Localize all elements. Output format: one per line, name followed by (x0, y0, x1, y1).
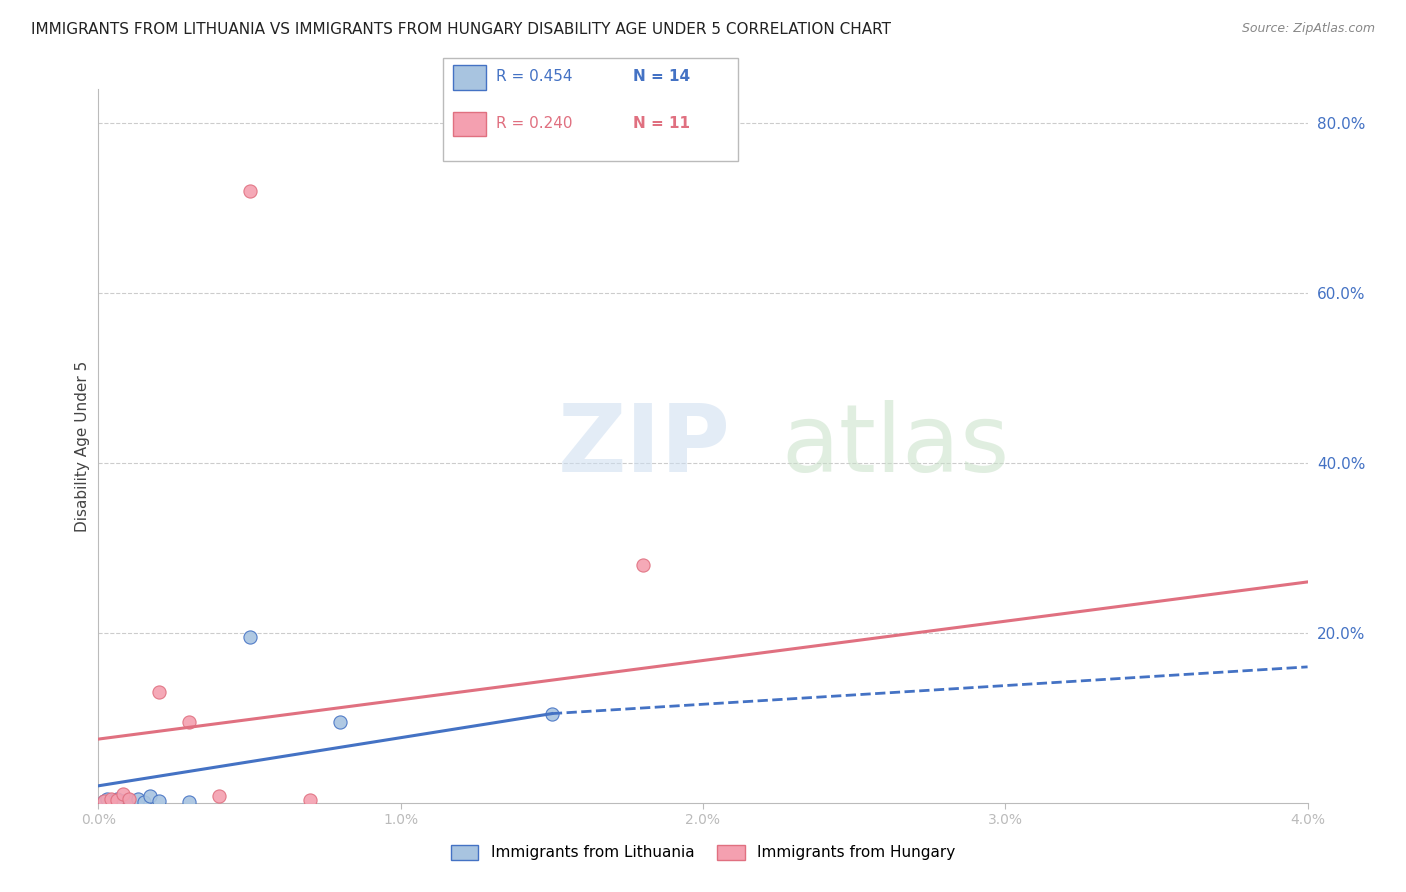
Point (103, 793, 125, 807)
Point (179, 715, 201, 730)
Text: IMMIGRANTS FROM LITHUANIA VS IMMIGRANTS FROM HUNGARY DISABILITY AGE UNDER 5 CORR: IMMIGRANTS FROM LITHUANIA VS IMMIGRANTS … (31, 22, 891, 37)
Point (111, 787, 134, 801)
Point (118, 793, 141, 807)
Point (132, 795, 155, 809)
Point (93, 794, 115, 808)
Text: R = 0.454: R = 0.454 (496, 70, 572, 84)
Point (179, 795, 201, 809)
Point (93, 794, 115, 808)
Text: atlas: atlas (782, 400, 1010, 492)
Point (540, 706, 562, 721)
Point (299, 793, 322, 807)
Point (105, 792, 128, 806)
Point (239, 630, 262, 644)
Point (139, 789, 162, 803)
Point (631, 558, 654, 572)
Point (105, 793, 128, 807)
Text: Source: ZipAtlas.com: Source: ZipAtlas.com (1241, 22, 1375, 36)
Point (239, 184, 262, 198)
Text: R = 0.240: R = 0.240 (496, 116, 572, 130)
Y-axis label: Disability Age Under 5: Disability Age Under 5 (75, 360, 90, 532)
Point (208, 789, 231, 803)
Point (148, 685, 170, 699)
Text: ZIP: ZIP (558, 400, 731, 492)
Point (111, 794, 134, 808)
Text: N = 14: N = 14 (633, 70, 690, 84)
Point (148, 794, 170, 808)
Legend: Immigrants from Lithuania, Immigrants from Hungary: Immigrants from Lithuania, Immigrants fr… (444, 838, 962, 866)
Point (100, 791, 122, 805)
Text: N = 11: N = 11 (633, 116, 690, 130)
Point (329, 715, 352, 730)
Point (118, 792, 141, 806)
Point (96, 791, 118, 805)
Point (127, 791, 149, 805)
